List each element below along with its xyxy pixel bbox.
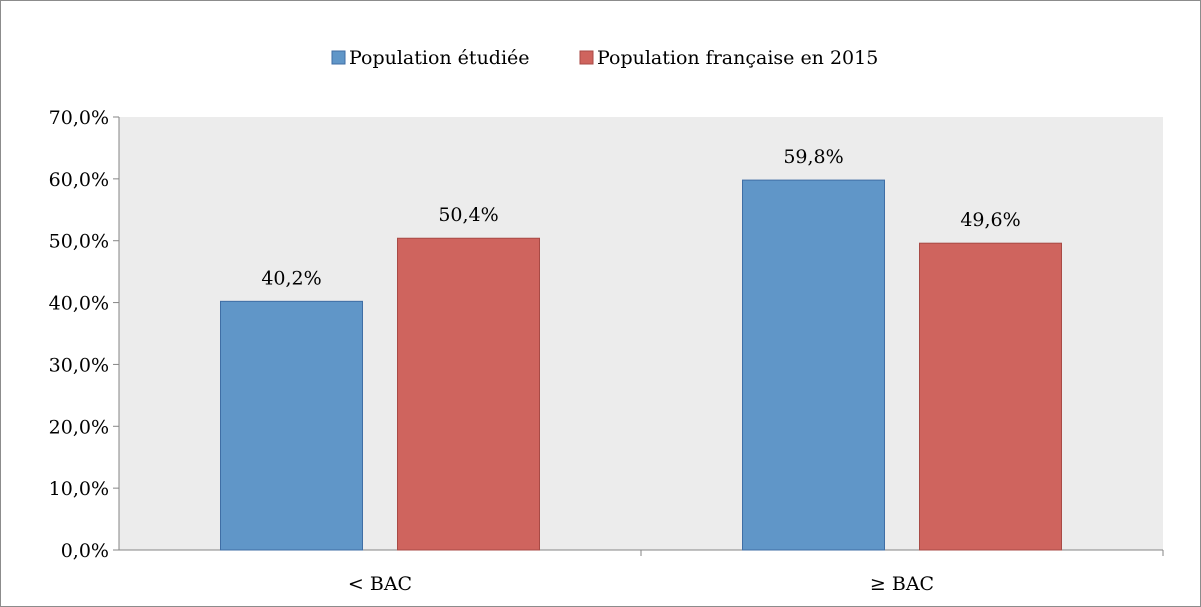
y-tick-label: 0,0% — [61, 540, 109, 562]
y-tick-label: 70,0% — [49, 107, 109, 129]
legend-label: Population française en 2015 — [597, 47, 878, 69]
bar — [220, 300, 363, 551]
legend-swatch — [579, 50, 594, 65]
bar — [742, 179, 885, 551]
x-tick-label: < BAC — [348, 573, 412, 595]
data-label: 59,8% — [783, 146, 843, 168]
y-tick-label: 60,0% — [49, 169, 109, 191]
x-tick-label: ≥ BAC — [870, 573, 934, 595]
y-tick-label: 30,0% — [49, 354, 109, 376]
bar — [397, 237, 540, 551]
data-label: 49,6% — [960, 209, 1020, 231]
bar — [919, 242, 1062, 551]
y-tick-label: 50,0% — [49, 231, 109, 253]
y-tick-label: 40,0% — [49, 293, 109, 315]
y-tick-label: 20,0% — [49, 416, 109, 438]
legend-label: Population étudiée — [349, 47, 530, 69]
legend-swatch — [331, 50, 346, 65]
data-label: 50,4% — [438, 204, 498, 226]
data-label: 40,2% — [261, 267, 321, 289]
y-tick-label: 10,0% — [49, 478, 109, 500]
